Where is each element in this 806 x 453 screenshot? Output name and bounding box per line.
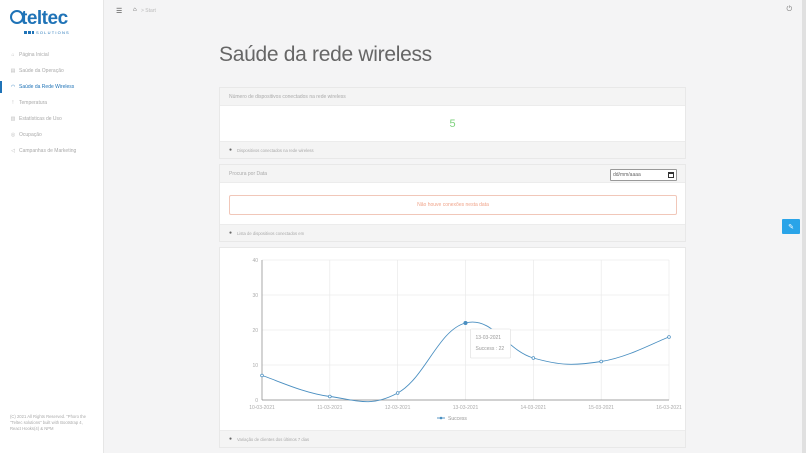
sidebar: teltec SOLUTIONS ⌂ Página Inicial ▤ Saúd…: [0, 0, 104, 453]
clients-chart-card: 0 10 20 30 40 10-03-2021 11-03-2021 12-03-2021 1…: [219, 247, 686, 448]
sidebar-item-marketing[interactable]: ◁ Campanhas de Marketing: [0, 143, 104, 159]
search-card-title: Procura por Data: [229, 170, 268, 177]
x-tick-label: 16-03-2021: [656, 405, 682, 411]
x-tick-label: 14-03-2021: [521, 405, 547, 411]
home-icon: ⌂: [11, 52, 15, 58]
data-point: [328, 394, 332, 399]
chart-card-footer-text: Variação de clientes dos últimos 7 dias: [237, 436, 310, 442]
y-tick-label: 40: [252, 258, 258, 264]
teltec-logo[interactable]: teltec SOLUTIONS: [10, 8, 90, 36]
clients-line-chart: 0 10 20 30 40 10-03-2021 11-03-2021 12-03-2021 1…: [249, 258, 682, 422]
y-tick-label: 20: [252, 328, 258, 334]
search-card-footer-text: Lista de dispositivos conectados em: [237, 230, 305, 236]
search-by-date-card: Procura por Data dd/mm/aaaa Não houve co…: [219, 164, 686, 242]
logo-text: teltec: [21, 8, 68, 29]
power-icon[interactable]: ⏻: [786, 6, 792, 13]
sidebar-item-label: Saúde da Operação: [19, 68, 64, 74]
sidebar-nav: ⌂ Página Inicial ▤ Saúde da Operação ◠ S…: [0, 47, 104, 159]
scrollbar-thumb[interactable]: [802, 0, 806, 453]
devices-card-header: Número de dispositivos conectados na red…: [220, 88, 685, 106]
breadcrumb-home-icon[interactable]: ⌂: [133, 7, 137, 13]
data-point: [463, 320, 468, 326]
data-point: [395, 391, 400, 395]
info-icon: ●: [229, 230, 233, 236]
sidebar-item-label: Saúde da Rede Wireless: [19, 84, 75, 90]
tooltip-date: 13-03-2021: [476, 335, 502, 341]
logo-subtext: SOLUTIONS: [36, 30, 70, 35]
hamburger-menu-icon[interactable]: ☰: [116, 8, 123, 15]
legend-marker: [439, 416, 443, 420]
pencil-icon: ✎: [788, 223, 794, 231]
sidebar-item-label: Campanhas de Marketing: [19, 148, 77, 154]
logo-dots: [24, 31, 34, 34]
wifi-icon: ◠: [10, 84, 16, 90]
x-tick-label: 15-03-2021: [588, 405, 614, 411]
data-point: [599, 359, 603, 364]
globe-icon: [10, 10, 24, 24]
breadcrumb[interactable]: > Start: [141, 8, 156, 14]
y-tick-label: 10: [252, 363, 258, 369]
info-icon: ●: [229, 147, 233, 153]
sidebar-item-operation-health[interactable]: ▤ Saúde da Operação: [0, 63, 104, 79]
x-tick-label: 12-03-2021: [385, 405, 411, 411]
no-connections-alert: Não houve conexões nesta data: [229, 195, 677, 215]
x-tick-label: 13-03-2021: [453, 405, 479, 411]
date-input[interactable]: dd/mm/aaaa: [610, 169, 677, 181]
devices-card: Número de dispositivos conectados na red…: [219, 87, 686, 159]
sidebar-footer: (C) 2021 All Rights Reserved. "Phoro the…: [10, 414, 86, 431]
sidebar-item-label: Estatísticas de Uso: [19, 116, 62, 122]
chart-tooltip: 13-03-2021 Success : 22: [470, 328, 511, 359]
thermometer-icon: ǃ: [12, 100, 14, 106]
sidebar-item-temperature[interactable]: ǃ Temperatura: [0, 95, 104, 111]
y-tick-label: 0: [255, 398, 258, 404]
data-point: [667, 335, 671, 339]
legend-label: Success: [448, 416, 467, 422]
devices-card-footer: ● Dispositivos conectados na rede wirele…: [220, 141, 685, 158]
chart-card-footer: ● Variação de clientes dos últimos 7 dia…: [220, 430, 685, 447]
x-tick-label: 10-03-2021: [249, 405, 275, 411]
y-tick-label: 30: [252, 293, 258, 299]
calendar-icon[interactable]: [668, 172, 674, 178]
tooltip-value: Success : 22: [476, 346, 505, 352]
bar-chart-icon: ▤: [10, 68, 16, 74]
search-card-header: Procura por Data: [220, 165, 685, 183]
sidebar-item-label: Ocupação: [19, 132, 42, 138]
stats-icon: ▥: [10, 116, 16, 122]
sidebar-item-wireless-health[interactable]: ◠ Saúde da Rede Wireless: [0, 79, 104, 95]
x-tick-label: 11-03-2021: [317, 405, 342, 411]
search-card-footer: ● Lista de dispositivos conectados em: [220, 224, 685, 241]
data-point: [531, 356, 536, 360]
megaphone-icon: ◁: [11, 148, 15, 154]
page-scrollbar[interactable]: [802, 0, 806, 453]
data-point: [260, 373, 264, 378]
page-title: Saúde da rede wireless: [219, 43, 432, 66]
sidebar-item-occupancy[interactable]: ◎ Ocupação: [0, 127, 104, 143]
sidebar-item-label: Temperatura: [19, 100, 48, 106]
devices-card-footer-text: Dispositivos conectados na rede wireless: [237, 147, 314, 153]
tooltip-box: [470, 328, 511, 359]
topbar: ☰ ⌂ > Start ⏻: [104, 0, 802, 22]
sidebar-item-label: Página Inicial: [19, 52, 49, 58]
date-input-placeholder: dd/mm/aaaa: [613, 172, 641, 178]
connected-devices-count: 5: [449, 118, 456, 130]
occupancy-icon: ◎: [10, 132, 16, 138]
sidebar-item-home[interactable]: ⌂ Página Inicial: [0, 47, 104, 63]
info-icon: ●: [229, 436, 233, 442]
sidebar-item-usage-stats[interactable]: ▥ Estatísticas de Uso: [0, 111, 104, 127]
edit-button[interactable]: ✎: [782, 219, 800, 234]
